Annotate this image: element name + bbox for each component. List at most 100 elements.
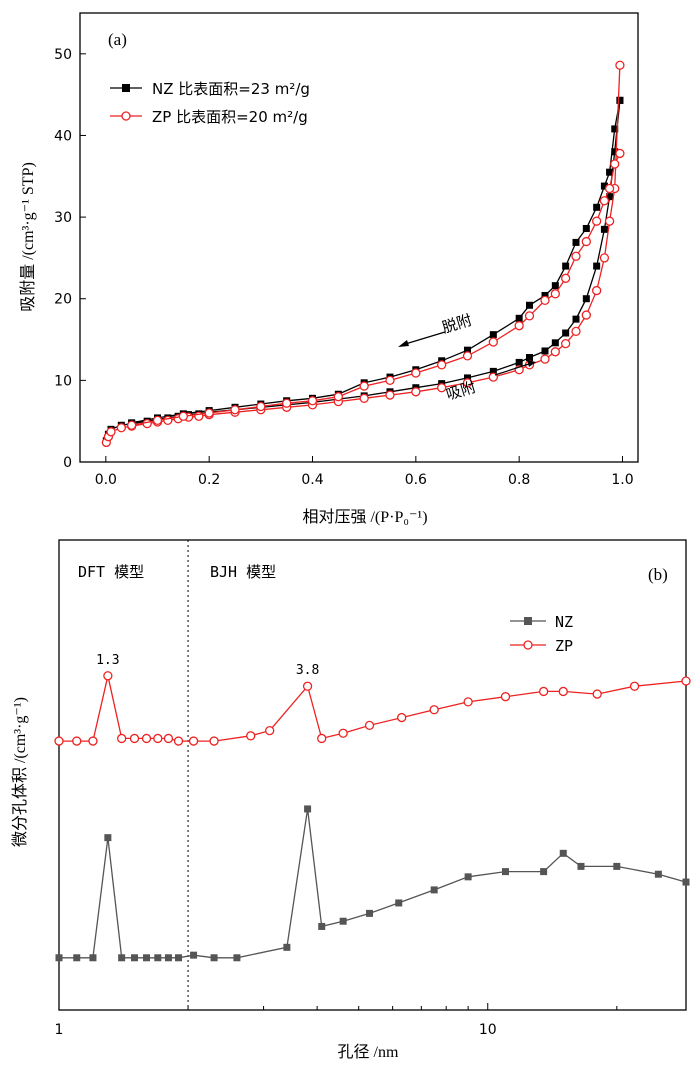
adsorption-arrowhead xyxy=(527,360,536,367)
data-point-zp-adsorption xyxy=(561,338,571,349)
data-point-nz-desorption xyxy=(572,238,580,246)
data-point-b-zp xyxy=(558,686,568,697)
data-point-b-nz xyxy=(210,954,218,962)
data-point-nz-adsorption xyxy=(489,367,497,375)
panel-b-axes: 1 10 xyxy=(55,1003,618,1038)
legend-b-zp-text: ZP xyxy=(555,637,573,655)
data-point-b-zp xyxy=(163,733,174,744)
series-b-nz xyxy=(55,805,690,962)
data-point-b-zp xyxy=(129,733,140,744)
data-point-zp-desorption xyxy=(599,196,610,206)
data-point-zp-adsorption xyxy=(106,427,116,437)
panel-a-label: (a) xyxy=(108,30,127,49)
data-point-zp-adsorption xyxy=(599,253,610,263)
data-point-b-zp xyxy=(397,712,407,723)
data-point-zp-desorption xyxy=(385,375,395,386)
panel-a-legend: NZ 比表面积=23 m²/g ZP 比表面积=20 m²/g xyxy=(110,80,310,126)
data-point-zp-desorption xyxy=(540,295,550,306)
data-point-b-zp xyxy=(88,736,98,746)
desorption-arrow xyxy=(401,331,446,346)
data-point-b-nz xyxy=(118,954,126,962)
data-point-b-nz xyxy=(430,886,438,894)
data-point-zp-desorption xyxy=(604,183,615,194)
data-point-zp-desorption xyxy=(333,392,343,402)
panel-b-ylabel: 微分孔体积 /(cm³·g⁻¹) xyxy=(11,697,29,847)
data-point-nz-adsorption xyxy=(515,358,523,366)
data-point-nz-adsorption xyxy=(551,339,559,347)
data-point-zp-desorption xyxy=(127,420,137,430)
data-point-b-nz xyxy=(130,954,138,962)
data-point-zp-desorption xyxy=(524,311,535,321)
panel-a-ytick-label: 20 xyxy=(54,292,72,308)
data-point-zp-desorption xyxy=(571,251,581,261)
panel-b-xtick-label: 10 xyxy=(479,1022,497,1038)
panel-a-xtick-label: 0.6 xyxy=(405,472,427,488)
data-point-zp-desorption xyxy=(307,396,318,406)
legend-zp-marker xyxy=(121,111,131,121)
data-point-b-zp xyxy=(338,728,348,738)
data-point-zp-desorption xyxy=(178,411,188,421)
data-point-b-zp xyxy=(429,705,439,715)
bjh-region-label: BJH 模型 xyxy=(210,563,276,581)
data-point-nz-adsorption xyxy=(593,262,601,270)
data-point-nz-desorption xyxy=(582,225,590,233)
panel-a-ytick-label: 40 xyxy=(54,128,72,144)
panel-a-xtick-label: 0.8 xyxy=(508,472,530,488)
data-point-b-zp xyxy=(681,676,691,686)
legend-b-nz-text: NZ xyxy=(555,613,573,631)
panel-a-series xyxy=(101,60,625,448)
panel-b-xlabel: 孔径 /nm xyxy=(338,1043,399,1061)
data-point-b-nz xyxy=(577,862,585,870)
data-point-zp-adsorption xyxy=(550,347,560,357)
data-point-b-nz xyxy=(339,917,347,925)
data-point-zp-desorption xyxy=(152,415,163,426)
data-point-zp-desorption xyxy=(610,159,620,169)
data-point-zp-adsorption xyxy=(592,285,602,296)
data-point-zp-adsorption xyxy=(411,387,421,397)
data-point-zp-desorption xyxy=(488,337,498,347)
data-point-nz-adsorption xyxy=(582,295,590,303)
data-point-b-zp xyxy=(592,689,602,699)
data-point-zp-desorption xyxy=(256,401,266,412)
data-point-b-zp xyxy=(364,720,375,731)
series-line-zp-desorption xyxy=(131,153,621,426)
data-point-zp-desorption xyxy=(359,381,369,391)
data-point-nz-adsorption xyxy=(562,329,570,337)
data-point-b-zp xyxy=(103,671,113,681)
panel-b-xtick-label: 1 xyxy=(55,1022,64,1038)
series-b-line-nz xyxy=(59,808,687,959)
data-point-b-nz xyxy=(175,954,183,962)
adsorption-annotation: 吸附 xyxy=(444,360,536,404)
data-point-zp-adsorption xyxy=(571,326,581,337)
data-point-b-nz xyxy=(154,954,162,962)
data-point-b-nz xyxy=(143,954,151,962)
data-point-zp-adsorption xyxy=(462,378,473,388)
panel-b: (b) DFT 模型 BJH 模型 1 10 1.3 3.8 NZ ZP 微分孔体积… xyxy=(11,539,691,1061)
data-point-b-nz xyxy=(654,870,662,878)
data-point-b-nz xyxy=(164,954,172,962)
data-point-nz-desorption xyxy=(606,168,614,176)
data-point-b-nz xyxy=(89,954,97,962)
series-nz-desorption xyxy=(128,96,624,427)
legend-b-nz-marker xyxy=(524,617,532,625)
data-point-b-nz xyxy=(540,868,548,876)
data-point-b-nz xyxy=(304,805,312,813)
data-point-b-zp xyxy=(265,725,275,736)
data-point-b-zp xyxy=(72,736,82,746)
data-point-b-nz xyxy=(190,951,198,959)
data-point-zp-desorption xyxy=(514,321,524,331)
data-point-zp-desorption xyxy=(615,148,625,159)
data-point-nz-desorption xyxy=(611,125,619,133)
panel-a-ytick-label: 0 xyxy=(63,455,72,471)
legend-zp-text: ZP 比表面积=20 m²/g xyxy=(152,108,308,126)
dft-region-label: DFT 模型 xyxy=(78,563,144,581)
data-point-nz-adsorption xyxy=(600,225,608,233)
data-point-zp-adsorption xyxy=(142,418,152,429)
data-point-nz-desorption xyxy=(464,346,471,354)
legend-nz-text: NZ 比表面积=23 m²/g xyxy=(152,80,310,98)
data-point-b-zp xyxy=(629,681,640,691)
data-point-b-nz xyxy=(283,943,291,951)
data-point-zp-adsorption xyxy=(437,383,447,393)
panel-a-axes: 0.0 0.2 0.4 0.6 0.8 1.0 0 10 20 30 40 50 xyxy=(54,47,633,488)
